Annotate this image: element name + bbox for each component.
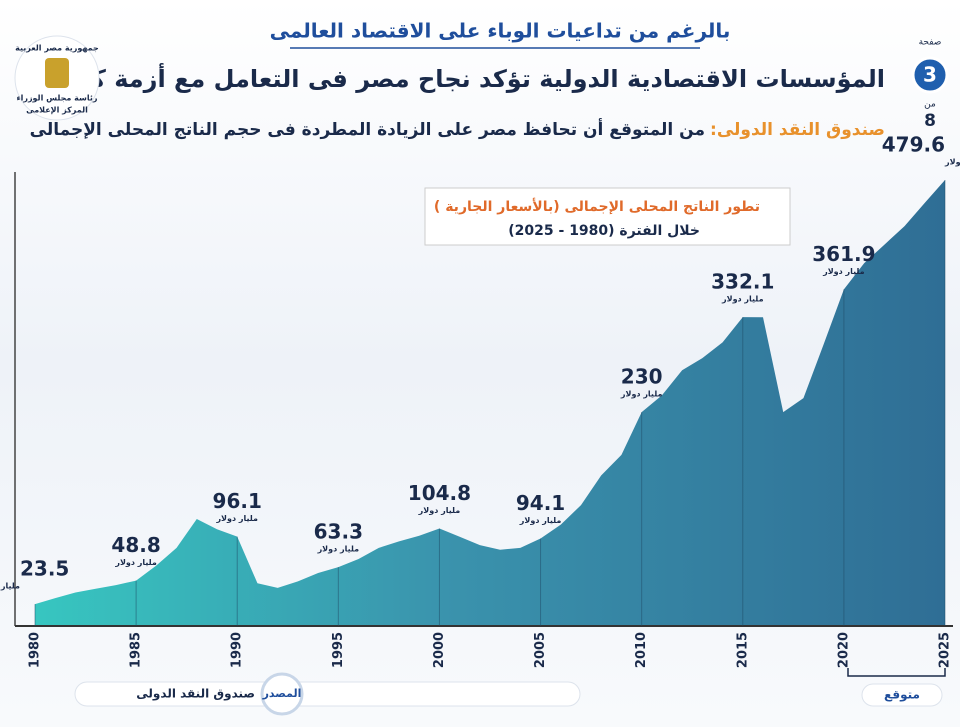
x-tick-label: 2010: [634, 632, 649, 668]
value-unit: مليار دولار: [215, 514, 258, 523]
value-label: 96.1: [213, 489, 262, 513]
kicker: بالرغم من تداعيات الوباء على الاقتصاد ال…: [270, 19, 731, 43]
page-badge: [911, 56, 949, 94]
page-of: من: [924, 100, 936, 110]
page-total: 8: [924, 111, 936, 131]
x-tick-label: 2025: [938, 632, 953, 668]
area: [35, 179, 945, 627]
value-label: 23.5: [20, 557, 69, 581]
value-label: 361.9: [812, 242, 875, 266]
x-tick-label: 2020: [836, 632, 851, 668]
subheadline-source: صندوق النقد الدولى:: [710, 120, 885, 140]
value-unit: مليار دولار: [519, 516, 562, 525]
value-unit: مليار دولار: [822, 267, 865, 276]
x-tick-label: 2015: [735, 632, 750, 668]
value-label: 332.1: [711, 270, 774, 294]
page-number: 3: [923, 63, 937, 87]
source-label: المصدر: [262, 687, 302, 700]
value-unit: مليار دولار: [0, 582, 20, 591]
source-pill: [74, 681, 581, 707]
chart-title: تطور الناتج المحلى الإجمالى (بالأسعار ال…: [434, 198, 760, 215]
forecast-bracket: [847, 668, 946, 677]
value-unit: مليار دولار: [317, 545, 360, 554]
logo-text: رئاسة مجلس الوزراء: [17, 94, 98, 104]
value-label: 94.1: [516, 491, 565, 515]
value-label: 104.8: [408, 481, 471, 505]
x-tick-label: 1995: [331, 632, 346, 668]
logo-eagle: [45, 58, 69, 88]
x-tick-label: 2005: [533, 632, 548, 668]
source: صندوق النقد الدولى: [136, 687, 255, 702]
forecast-pill: [861, 683, 943, 707]
value-label: 230: [621, 365, 663, 389]
logo-text: جمهورية مصر العربية: [15, 44, 99, 53]
forecast-label: متوقع: [884, 688, 920, 703]
value-unit: مليار دولار: [721, 295, 764, 304]
subheadline: من المتوقع أن تحافظ مصر على الزيادة المط…: [30, 118, 705, 140]
chart-subtitle: خلال الفترة (1980 - 2025): [508, 223, 700, 239]
value-unit: مليار دولار: [418, 506, 461, 515]
plot: 1980 1985 1990 1995 2000 2005 2010 2015 2020 2025…: [0, 132, 960, 668]
headline: المؤسسات الاقتصادية الدولية تؤكد نجاح مص…: [30, 63, 885, 93]
x-tick-label: 1985: [129, 632, 144, 668]
value-unit: مليار دولار: [114, 558, 157, 567]
value-unit: مليار دولار: [944, 157, 960, 166]
page-label: صفحة: [919, 38, 942, 48]
value-label: 48.8: [111, 533, 160, 557]
value-label: 63.3: [314, 520, 363, 544]
value-unit: مليار دولار: [620, 390, 663, 399]
x-tick-label: 1980: [28, 632, 43, 668]
logo-text: المركز الإعلامى: [26, 106, 88, 115]
x-tick-label: 1990: [230, 632, 245, 668]
x-tick-label: 2000: [432, 632, 447, 668]
value-label: 479.6: [882, 132, 945, 156]
chart-title-box: [424, 187, 791, 246]
source-badge: [260, 672, 304, 716]
